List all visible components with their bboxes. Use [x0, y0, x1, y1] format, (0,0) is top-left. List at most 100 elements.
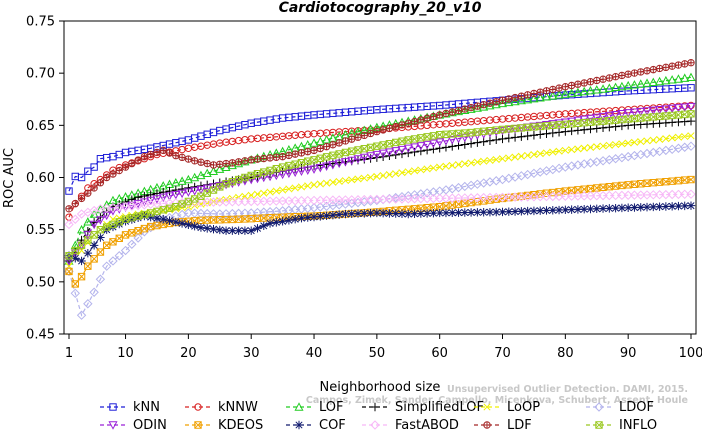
series-point-cof	[567, 205, 576, 214]
series-point-inflo	[203, 189, 211, 197]
series-point-cof	[146, 212, 155, 222]
series-point-inflo	[329, 151, 337, 160]
series-point-cof	[209, 224, 218, 234]
series-point-lof	[579, 86, 589, 96]
legend-item-simplifiedlof: SimplifiedLOF	[362, 400, 484, 415]
series-point-ldf	[203, 159, 211, 168]
series-point-loop	[429, 164, 437, 172]
series-point-odin	[397, 145, 407, 155]
series-point-odin	[592, 113, 602, 123]
series-point-knn	[687, 84, 695, 92]
series-point-lof	[234, 158, 244, 168]
series-point-fastabod	[566, 191, 577, 201]
series-point-loop	[404, 168, 412, 176]
series-point-loop	[291, 184, 299, 192]
series-point-ldf	[366, 129, 375, 138]
series-point-loop	[297, 183, 306, 191]
series-point-ldf	[228, 159, 237, 167]
series-point-cof	[215, 225, 224, 235]
series-point-cof	[416, 209, 426, 218]
x-tick-label: 60	[431, 346, 448, 361]
series-point-ldf	[423, 114, 431, 122]
series-point-ldf	[190, 157, 199, 165]
series-point-lof	[573, 87, 583, 97]
legend-label-knnw: kNNW	[218, 400, 258, 415]
legend-label-loop: LoOP	[507, 400, 540, 415]
series-point-inflo	[216, 183, 224, 191]
series-point-cof	[184, 220, 193, 229]
series-inflo	[65, 110, 695, 260]
series-point-simplifiedlof	[542, 129, 551, 138]
series-point-loop	[624, 139, 632, 147]
series-point-inflo	[373, 142, 381, 150]
series-point-lof	[567, 88, 577, 97]
series-point-ldf	[492, 98, 500, 106]
series-point-ldf	[379, 126, 387, 134]
series-point-kdeos	[90, 255, 98, 263]
x-tick-label: 1	[65, 346, 73, 361]
series-point-odin	[252, 174, 263, 184]
series-point-simplifiedlof	[517, 132, 526, 141]
series-point-cof	[460, 208, 470, 217]
series-point-ldf	[429, 112, 438, 121]
series-point-loop	[511, 153, 519, 161]
series-point-ldf	[668, 62, 676, 70]
series-point-cof	[378, 208, 388, 218]
series-point-inflo	[618, 115, 626, 124]
series-point-loop	[279, 186, 287, 194]
series-point-cof	[89, 241, 99, 250]
series-point-inflo	[681, 110, 689, 119]
legend-item-loop: LoOP	[474, 400, 540, 415]
series-point-fastabod	[604, 190, 615, 201]
series-point-inflo	[360, 145, 368, 153]
series-point-ldof	[133, 233, 143, 243]
series-point-inflo	[297, 158, 306, 167]
series-point-cof	[309, 212, 319, 222]
series-point-ldf	[605, 74, 614, 82]
series-point-odin	[359, 153, 369, 163]
series-point-fastabod	[384, 194, 395, 204]
series-point-loop	[473, 158, 481, 166]
series-point-fastabod	[579, 191, 589, 201]
series-point-inflo	[260, 168, 268, 176]
series-point-ldf	[285, 151, 293, 160]
series-point-ldof	[70, 288, 80, 299]
series-point-odin	[259, 173, 269, 183]
series-point-cof	[83, 248, 93, 258]
series-point-kdeos	[102, 241, 111, 250]
series-point-loop	[260, 189, 268, 197]
legend-marker-lof	[294, 402, 304, 411]
legend-label-inflo: INFLO	[619, 418, 657, 433]
series-point-lof	[196, 170, 206, 180]
series-point-inflo	[140, 210, 149, 219]
series-point-cof	[404, 209, 413, 219]
series-point-ldf	[172, 151, 180, 160]
series-point-odin	[202, 184, 212, 194]
series-point-fastabod	[485, 192, 495, 203]
series-point-ldf	[96, 179, 105, 187]
series-point-loop	[360, 174, 368, 182]
series-point-cof	[334, 210, 344, 219]
series-point-lof	[510, 96, 520, 106]
series-point-loop	[549, 148, 557, 156]
series-point-inflo	[310, 156, 318, 164]
series-point-ldf	[611, 73, 620, 81]
series-point-loop	[486, 156, 494, 164]
series-point-odin	[278, 170, 288, 180]
series-point-ldf	[479, 101, 488, 109]
series-point-ldof	[127, 239, 137, 249]
series-point-ldf	[643, 67, 651, 75]
series-point-cof	[454, 208, 463, 217]
series-point-ldf	[134, 156, 142, 164]
series-point-kdeos	[611, 182, 620, 190]
series-point-simplifiedlof	[152, 189, 162, 198]
series-point-inflo	[687, 110, 695, 118]
series-point-ldf	[178, 153, 186, 161]
series-point-inflo	[511, 124, 519, 133]
series-point-cof	[598, 204, 608, 213]
series-point-knn	[77, 173, 86, 182]
legend-label-ldf: LDF	[507, 418, 532, 433]
legend-marker-ldof	[594, 402, 604, 412]
series-point-ldf	[84, 189, 92, 197]
series-point-ldof	[177, 209, 187, 220]
